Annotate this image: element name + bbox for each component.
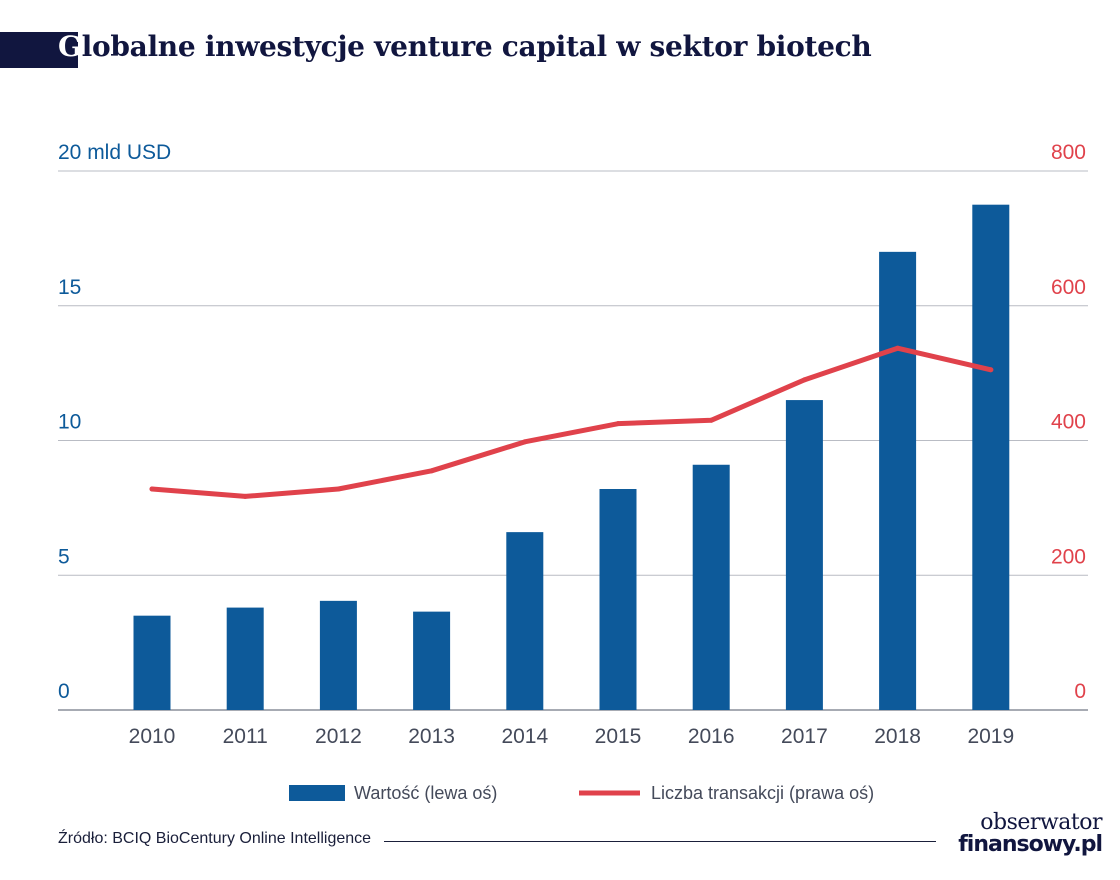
line-series [149, 345, 994, 499]
title-accent-bar [0, 32, 78, 68]
x-tick-label: 2017 [781, 725, 828, 748]
line-point [708, 417, 714, 423]
legend-label-bar: Wartość (lewa oś) [354, 783, 497, 803]
line-point [895, 345, 901, 351]
x-tick-label: 2011 [223, 725, 268, 748]
bar [133, 615, 171, 710]
line-point [801, 377, 807, 383]
x-tick-label: 2013 [408, 725, 455, 748]
line-point [988, 367, 994, 373]
line-point [335, 486, 341, 492]
bar [785, 400, 823, 710]
bar [879, 251, 917, 710]
left-axis-label: 20 mld USD [58, 141, 171, 164]
line-point [149, 486, 155, 492]
bar [506, 532, 544, 710]
line-point [522, 439, 528, 445]
left-tick-label: 15 [58, 276, 81, 299]
left-tick-label: 10 [58, 411, 81, 434]
legend-swatch-bar [289, 785, 345, 801]
x-tick-label: 2018 [874, 725, 921, 748]
title-first-letter: G [58, 30, 82, 63]
title-text: lobalne inwestycje venture capital w sek… [81, 30, 872, 63]
bar [226, 607, 264, 710]
publisher-logo: obserwator finansowy.pl [952, 810, 1103, 857]
line-point [242, 493, 248, 499]
left-tick-label: 0 [58, 680, 70, 703]
bar [319, 600, 357, 710]
source-divider [384, 841, 936, 842]
x-tick-label: 2016 [688, 725, 735, 748]
line-point [429, 468, 435, 474]
bar [599, 489, 637, 710]
x-tick-label: 2019 [967, 725, 1014, 748]
x-tick-label: 2012 [315, 725, 362, 748]
source-note: Źródło: BCIQ BioCentury Online Intellige… [58, 830, 372, 847]
x-tick-label: 2014 [501, 725, 548, 748]
logo-line1: obserwator [980, 810, 1102, 835]
bar [972, 204, 1010, 710]
right-tick-label: 400 [1051, 411, 1086, 434]
right-tick-label: 200 [1051, 545, 1086, 568]
right-tick-label: 0 [1074, 680, 1086, 703]
logo-line2: finansowy.pl [958, 832, 1103, 857]
bar [692, 464, 730, 710]
right-tick-label: 600 [1051, 276, 1086, 299]
legend-label-line: Liczba transakcji (prawa oś) [651, 783, 874, 803]
left-tick-label: 5 [58, 545, 70, 568]
chart-title: Globalne inwestycje venture capital w se… [58, 30, 872, 63]
x-tick-label: 2015 [595, 725, 642, 748]
line-point [615, 421, 621, 427]
x-tick-label: 2010 [129, 725, 176, 748]
right-tick-label: 800 [1051, 141, 1086, 164]
bar [413, 611, 451, 710]
